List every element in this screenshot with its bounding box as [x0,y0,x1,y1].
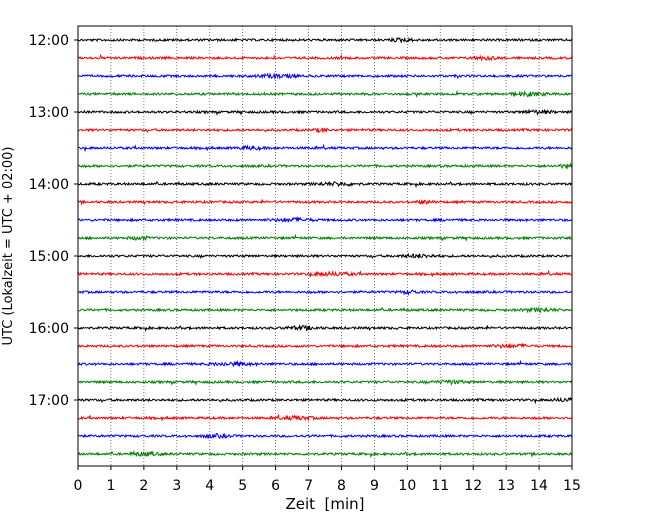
trace-1245 [77,89,573,98]
x-tick-label-8: 8 [337,478,346,494]
trace-1715 [77,413,573,422]
trace-1530 [77,289,573,297]
trace-1200 [77,36,573,44]
y-tick-label-15:00: 15:00 [29,249,69,265]
x-tick-label-0: 0 [74,478,83,494]
trace-1515 [77,269,573,278]
trace-1615 [77,342,573,349]
x-tick-label-9: 9 [370,478,379,494]
x-tick-label-5: 5 [238,478,247,494]
x-axis-ticks: 0 1 2 3 4 5 6 7 8 9 10 11 12 13 14 15 [74,466,581,494]
trace-1745 [78,449,573,459]
trace-1545 [77,306,573,314]
x-tick-label-11: 11 [431,478,449,494]
x-tick-label-13: 13 [497,478,515,494]
trace-1700 [77,396,573,405]
y-axis-label: UTC (Lokalzeit = UTC + 02:00) [1,147,16,346]
y-tick-label-17:00: 17:00 [29,393,69,409]
y-tick-label-16:00: 16:00 [29,321,69,337]
trace-1415 [78,198,573,206]
x-tick-label-10: 10 [398,478,416,494]
trace-1230 [77,72,573,81]
x-tick-label-6: 6 [271,478,280,494]
trace-1645 [77,378,573,386]
trace-1315 [77,127,573,134]
y-tick-label-13:00: 13:00 [29,105,69,121]
y-tick-label-14:00: 14:00 [29,177,69,193]
x-axis-label: Zeit [min] [285,495,364,513]
trace-1500 [77,252,573,260]
x-tick-label-3: 3 [172,478,181,494]
x-tick-label-1: 1 [106,478,115,494]
trace-1215 [77,53,573,62]
x-tick-label-14: 14 [530,478,548,494]
trace-1600 [77,324,573,333]
x-tick-label-4: 4 [205,478,214,494]
x-tick-label-12: 12 [464,478,482,494]
vertical-grid [110,26,540,466]
trace-1730 [77,432,573,440]
trace-1430 [77,216,573,223]
x-tick-label-15: 15 [563,478,581,494]
trace-1445 [77,233,573,243]
trace-1345 [77,162,573,170]
x-tick-label-2: 2 [139,478,148,494]
trace-1400 [77,180,573,189]
trace-1300 [78,108,573,117]
plot-frame [77,25,573,467]
trace-1330 [77,143,573,153]
x-tick-label-7: 7 [304,478,313,494]
trace-1630 [77,359,573,368]
seismogram-traces [77,36,573,459]
y-tick-label-12:00: 12:00 [29,33,69,49]
y-axis-ticks: 12:00 13:00 14:00 15:00 16:00 17:00 [29,33,78,409]
